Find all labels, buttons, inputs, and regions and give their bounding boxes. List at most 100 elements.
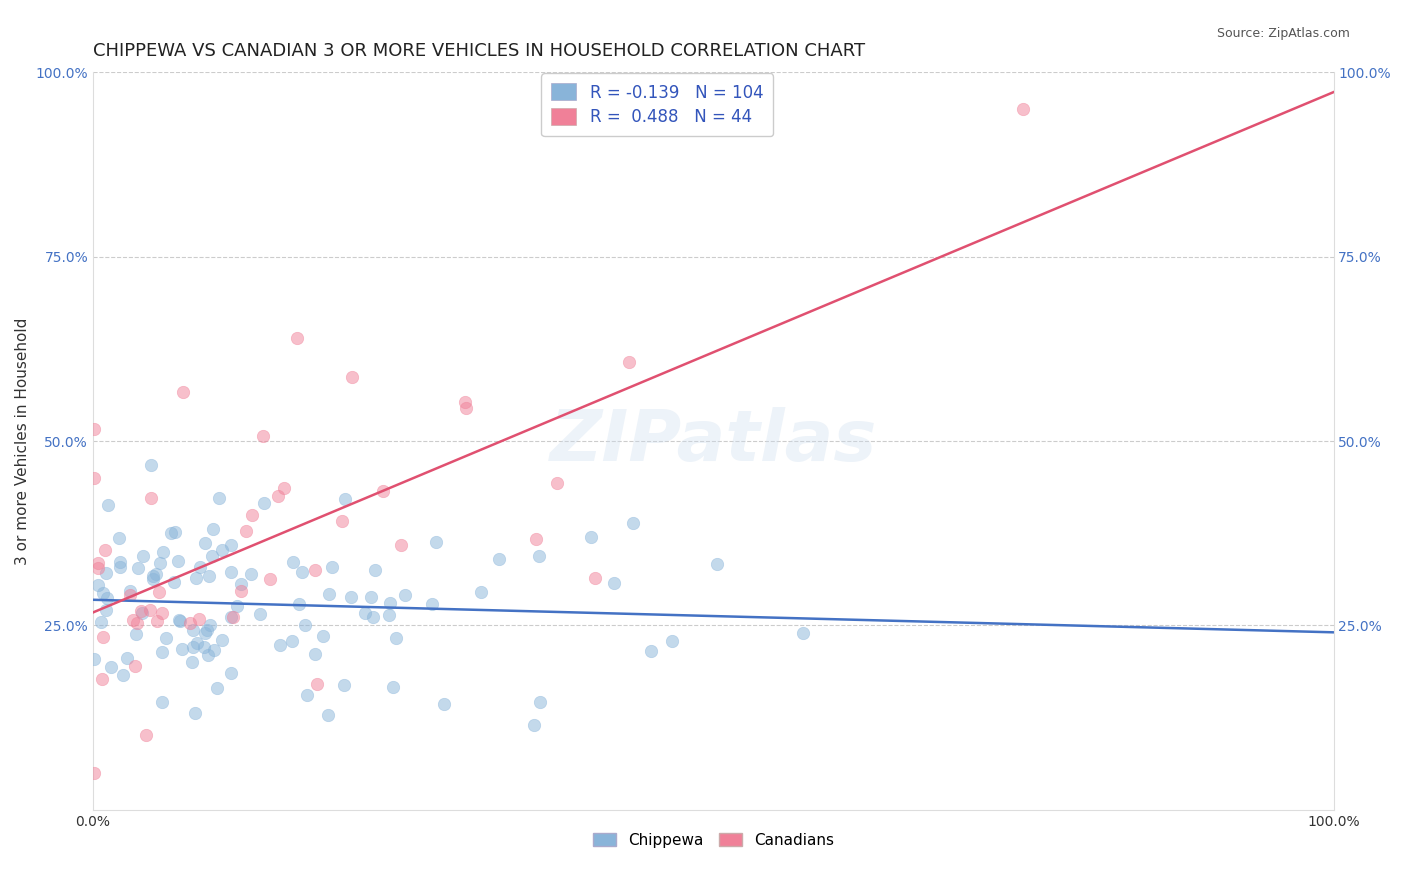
Point bbox=[235, 524, 257, 538]
Point bbox=[340, 590, 363, 604]
Point bbox=[131, 603, 153, 617]
Point bbox=[194, 626, 217, 640]
Point bbox=[83, 652, 105, 666]
Point bbox=[142, 573, 165, 587]
Point bbox=[1012, 103, 1035, 117]
Point bbox=[83, 422, 105, 436]
Point bbox=[207, 491, 229, 506]
Point bbox=[706, 557, 728, 571]
Point bbox=[617, 355, 640, 369]
Point bbox=[97, 498, 120, 512]
Point bbox=[167, 613, 190, 627]
Point bbox=[87, 556, 110, 570]
Point bbox=[340, 370, 363, 384]
Point bbox=[190, 560, 212, 574]
Point bbox=[249, 607, 271, 621]
Point bbox=[281, 555, 304, 569]
Point bbox=[211, 543, 233, 558]
Point bbox=[529, 549, 551, 563]
Point bbox=[470, 585, 492, 599]
Point bbox=[295, 688, 318, 702]
Point bbox=[118, 588, 141, 602]
Point bbox=[150, 645, 173, 659]
Point bbox=[488, 552, 510, 566]
Point bbox=[184, 706, 207, 721]
Point bbox=[197, 648, 219, 662]
Point bbox=[202, 642, 225, 657]
Point bbox=[148, 584, 170, 599]
Point bbox=[124, 659, 146, 673]
Point bbox=[110, 560, 132, 574]
Point bbox=[579, 530, 602, 544]
Point bbox=[155, 632, 177, 646]
Point bbox=[96, 591, 118, 605]
Point bbox=[621, 516, 644, 530]
Point bbox=[122, 613, 145, 627]
Point bbox=[145, 567, 167, 582]
Point bbox=[583, 571, 606, 585]
Point bbox=[181, 655, 204, 669]
Point bbox=[139, 602, 162, 616]
Point bbox=[202, 522, 225, 536]
Point bbox=[252, 428, 274, 442]
Point bbox=[523, 717, 546, 731]
Point bbox=[150, 695, 173, 709]
Point bbox=[201, 549, 224, 563]
Text: Source: ZipAtlas.com: Source: ZipAtlas.com bbox=[1216, 27, 1350, 40]
Point bbox=[195, 624, 218, 638]
Point bbox=[364, 563, 387, 577]
Point bbox=[546, 475, 568, 490]
Text: CHIPPEWA VS CANADIAN 3 OR MORE VEHICLES IN HOUSEHOLD CORRELATION CHART: CHIPPEWA VS CANADIAN 3 OR MORE VEHICLES … bbox=[93, 42, 865, 60]
Point bbox=[94, 542, 117, 557]
Point bbox=[135, 728, 157, 742]
Point bbox=[91, 630, 114, 644]
Point bbox=[165, 524, 187, 539]
Point bbox=[219, 666, 242, 681]
Point bbox=[219, 538, 242, 552]
Point bbox=[360, 591, 382, 605]
Point bbox=[132, 549, 155, 563]
Point bbox=[186, 636, 208, 650]
Point bbox=[194, 536, 217, 550]
Point bbox=[193, 640, 215, 655]
Point bbox=[141, 491, 163, 505]
Point bbox=[83, 766, 105, 780]
Point bbox=[425, 534, 447, 549]
Point bbox=[200, 618, 222, 632]
Point bbox=[131, 606, 153, 620]
Y-axis label: 3 or more Vehicles in Household: 3 or more Vehicles in Household bbox=[15, 318, 30, 565]
Point bbox=[454, 395, 477, 409]
Point bbox=[229, 583, 252, 598]
Point bbox=[312, 629, 335, 643]
Point bbox=[179, 615, 201, 630]
Point bbox=[127, 560, 149, 574]
Point bbox=[389, 538, 412, 552]
Point bbox=[333, 491, 356, 506]
Point bbox=[332, 515, 354, 529]
Point bbox=[148, 556, 170, 570]
Point bbox=[169, 614, 191, 628]
Point bbox=[259, 572, 281, 586]
Point bbox=[108, 555, 131, 569]
Point bbox=[152, 607, 174, 621]
Point bbox=[172, 385, 194, 400]
Point bbox=[661, 634, 683, 648]
Point bbox=[287, 331, 309, 345]
Point bbox=[420, 598, 443, 612]
Point bbox=[269, 639, 291, 653]
Point bbox=[100, 660, 122, 674]
Point bbox=[316, 707, 339, 722]
Point bbox=[181, 640, 204, 654]
Point bbox=[87, 561, 110, 575]
Point bbox=[141, 458, 163, 472]
Point bbox=[91, 672, 114, 686]
Point bbox=[127, 616, 149, 631]
Point bbox=[160, 526, 183, 541]
Point bbox=[378, 596, 401, 610]
Point bbox=[304, 563, 326, 577]
Point bbox=[115, 651, 138, 665]
Point bbox=[120, 583, 142, 598]
Text: ZIPatlas: ZIPatlas bbox=[550, 407, 877, 475]
Point bbox=[433, 697, 456, 711]
Point bbox=[321, 560, 343, 574]
